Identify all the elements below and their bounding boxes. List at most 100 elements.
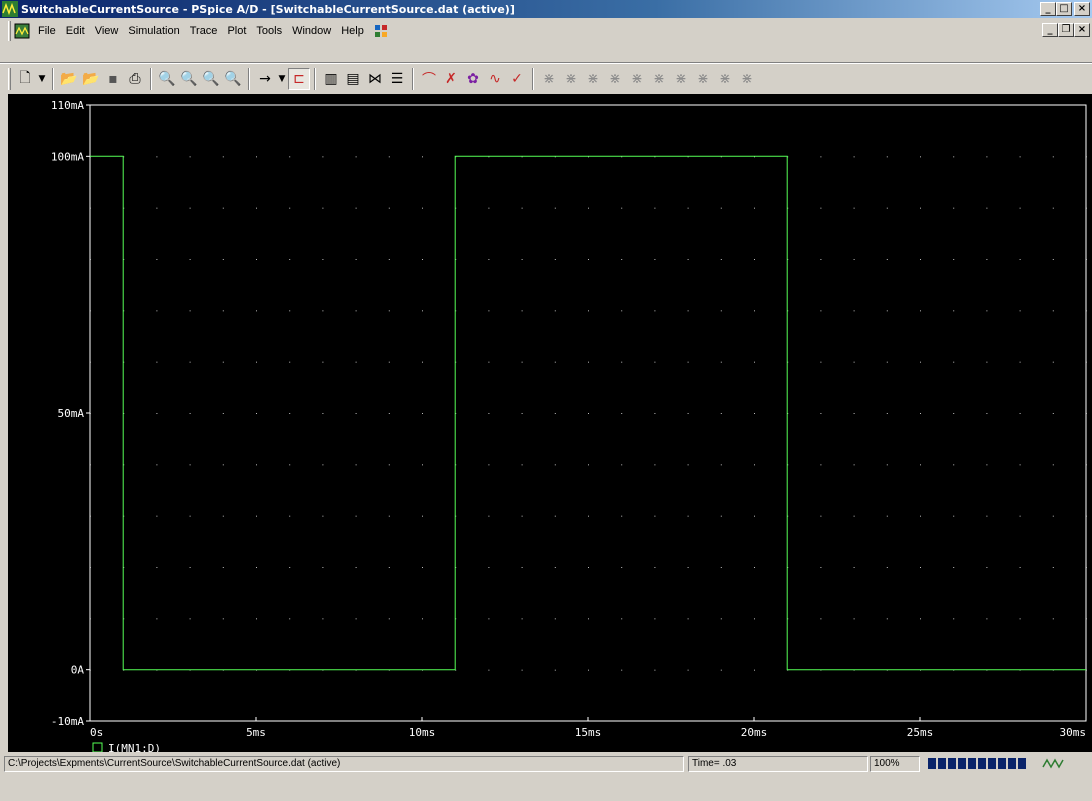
waveform-chart[interactable]: 0s 5ms 10ms 15ms 20ms 25ms 30ms 110mA 100mA 50mA 0… [8,94,1092,752]
grid-dot [90,669,91,671]
maximize-button[interactable]: □ [1056,2,1072,16]
grid-dot [322,618,324,620]
grid-dot [256,361,257,363]
toolbar-separator [150,67,152,90]
menu-edit[interactable]: Edit [61,25,90,37]
grid-dot [588,310,589,312]
save-icon[interactable]: ▪ [108,70,118,87]
grid-dot [720,259,722,260]
fourier-icon[interactable]: ▥ [324,70,338,87]
grid-dot [886,156,888,158]
grid-dot [388,618,390,620]
plot-window[interactable]: 0s 5ms 10ms 15ms 20ms 25ms 30ms 110mA 100mA 50mA 0… [8,94,1092,752]
toolbar-grip[interactable] [8,67,11,90]
mark-label-icon[interactable]: ✿ [467,70,479,87]
zoom-in-icon[interactable]: 🔍 [158,70,176,87]
cursor-max-icon[interactable]: ⋇ [565,70,577,87]
menu-trace[interactable]: Trace [185,25,223,37]
performance-icon[interactable]: ▤ [346,70,360,87]
cursor-peak-icon[interactable]: ✗ [445,70,457,87]
grid-dot [90,259,91,260]
context-help-icon[interactable] [373,23,389,39]
dropdown-icon[interactable]: ▼ [278,73,286,84]
menubar-grip[interactable] [8,21,11,41]
grid-dot [853,567,855,568]
cursor-point-icon[interactable]: ⋇ [587,70,599,87]
toggle-cursor-icon[interactable]: ⌒ [422,71,436,88]
grid-dot [1052,207,1054,209]
grid-dot [156,413,158,414]
toolbar-separator [52,67,54,90]
toolbar-separator [248,67,250,90]
grid-dot [1019,618,1021,620]
axis-arrow-icon[interactable]: → [259,70,271,87]
grid-dot [886,515,888,517]
menu-view[interactable]: View [90,25,124,37]
cursor-search-icon[interactable]: ⋇ [609,70,621,87]
grid-dot [488,515,490,517]
grid-dot [156,259,158,260]
print-icon[interactable]: ⎙ [129,70,141,87]
grid-dot [554,618,556,620]
grid-dot [687,207,689,209]
mdi-restore-button[interactable]: ❐ [1058,23,1074,37]
cursor-data-icon[interactable]: ⋇ [741,70,753,87]
menu-window[interactable]: Window [287,25,336,37]
zoom-fit-icon[interactable]: 🔍 [224,70,242,87]
log-x-icon[interactable]: ⊏ [288,67,310,90]
grid-dot [687,515,689,517]
grid-dot [422,310,423,312]
open-icon[interactable]: 📂 [60,70,78,87]
grid-dot [720,207,722,209]
grid-dot [720,310,722,312]
add-trace-icon[interactable]: ⋈ [368,70,382,87]
grid-dot [1086,567,1087,568]
window-title: SwitchableCurrentSource - PSpice A/D - [… [21,2,515,16]
grid-dot [289,361,291,363]
cursor-mark-icon[interactable]: ⋇ [697,70,709,87]
close-button[interactable]: × [1074,2,1090,16]
grid-dot [189,464,191,466]
grid-dot [156,464,158,466]
grid-dot [654,464,656,466]
grid-dot [588,259,589,260]
grid-dot [588,515,589,517]
grid-dot [554,207,556,209]
open-folder-icon[interactable]: 📂 [82,70,100,87]
add-plot-icon[interactable]: ☰ [390,70,404,87]
menu-plot[interactable]: Plot [222,25,251,37]
mdi-minimize-button[interactable]: _ [1042,23,1058,37]
grid-dot [90,207,91,209]
dropdown-icon[interactable]: ▼ [38,73,46,84]
cursor-next-icon[interactable]: ⋇ [631,70,643,87]
cursor-trough-icon[interactable]: ∿ [489,70,501,87]
grid-dot [986,515,988,517]
zoom-out-icon[interactable]: 🔍 [180,70,198,87]
document-icon[interactable] [14,23,30,39]
mdi-close-button[interactable]: × [1074,23,1090,37]
cursor-tran-icon[interactable]: ⋇ [675,70,687,87]
grid-dot [488,310,490,312]
grid-dot [920,156,921,158]
cursor-prev-icon[interactable]: ⋇ [653,70,665,87]
cursor-min-icon[interactable]: ⋇ [543,70,555,87]
grid-dot [355,618,357,620]
menu-file[interactable]: File [33,25,61,37]
progress-segment [968,758,976,769]
menu-simulation[interactable]: Simulation [123,25,184,37]
pspice-app-icon [2,1,18,17]
cursor-slope-icon[interactable]: ✓ [511,70,523,87]
minimize-button[interactable]: _ [1040,2,1056,16]
grid-dot [886,361,888,363]
grid-dot [422,515,423,517]
cursor-label-icon[interactable]: ⋇ [719,70,731,87]
new-icon[interactable]: 🗋 [19,69,31,86]
menu-help[interactable]: Help [336,25,369,37]
menu-tools[interactable]: Tools [251,25,287,37]
grid-dot [554,515,556,517]
grid-dot [189,361,191,363]
x-tick-label: 20ms [741,726,768,739]
grid-dot [1086,310,1087,312]
grid-dot [920,361,921,363]
zoom-area-icon[interactable]: 🔍 [202,70,220,87]
